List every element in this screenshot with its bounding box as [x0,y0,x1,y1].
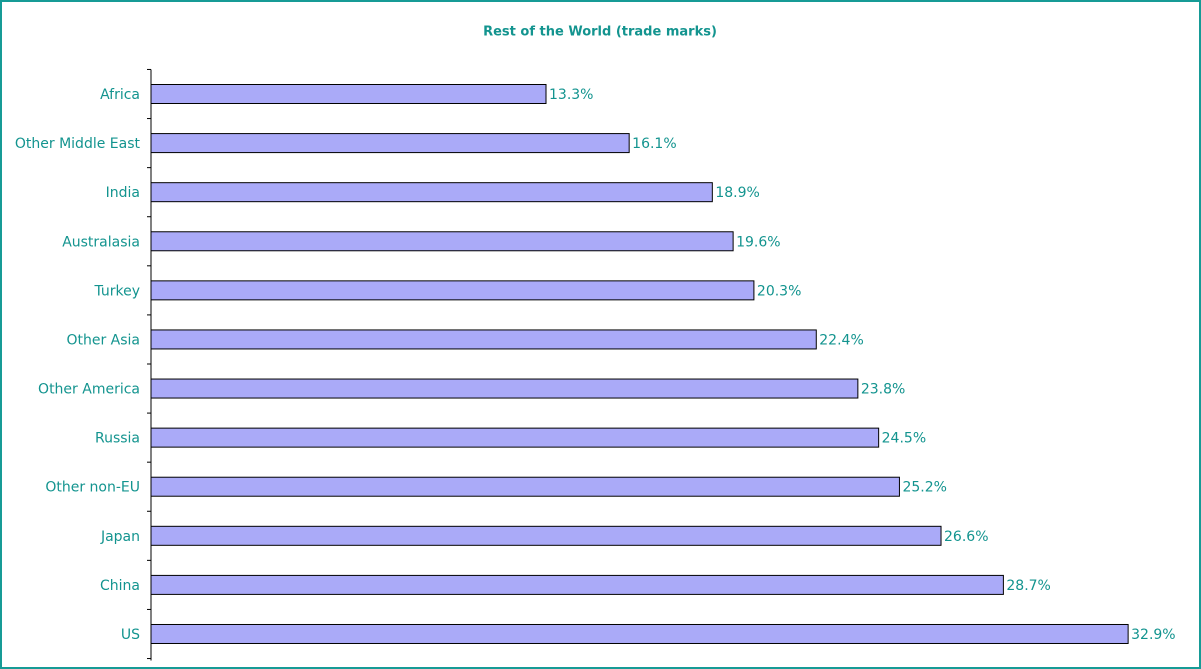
bar [150,476,900,497]
bar [150,280,755,301]
category-label: Turkey [93,283,140,299]
category-label: Other America [38,382,140,398]
category-label: China [100,578,140,594]
value-label: 28.7% [1006,578,1050,594]
category-label: India [106,185,140,201]
category-label: Other Middle East [15,136,141,152]
bar [150,84,547,104]
bar [150,133,630,154]
value-label: 24.5% [882,431,926,447]
value-label: 32.9% [1131,627,1175,643]
value-label: 20.3% [757,283,801,299]
chart-title: Rest of the World (trade marks) [483,25,717,40]
bar [150,427,880,448]
value-label: 19.6% [736,234,780,250]
value-label: 13.3% [549,87,593,103]
category-label: Australasia [62,234,140,250]
category-label: Russia [95,431,140,447]
bar [150,231,734,252]
value-label: 16.1% [632,136,676,152]
bar [150,623,1129,644]
bar [150,329,817,350]
value-label: 18.9% [715,185,759,201]
value-label: 22.4% [819,332,863,348]
category-label: Africa [100,87,140,103]
category-label: Other non-EU [45,480,140,496]
category-label: Japan [100,529,140,545]
value-label: 23.8% [861,382,905,398]
category-label: Other Asia [66,332,140,348]
category-label: US [121,627,140,643]
bar [150,182,713,203]
value-label: 25.2% [902,480,946,496]
bar [150,525,942,546]
value-label: 26.6% [944,529,988,545]
bar [150,574,1004,595]
bar [150,378,859,399]
